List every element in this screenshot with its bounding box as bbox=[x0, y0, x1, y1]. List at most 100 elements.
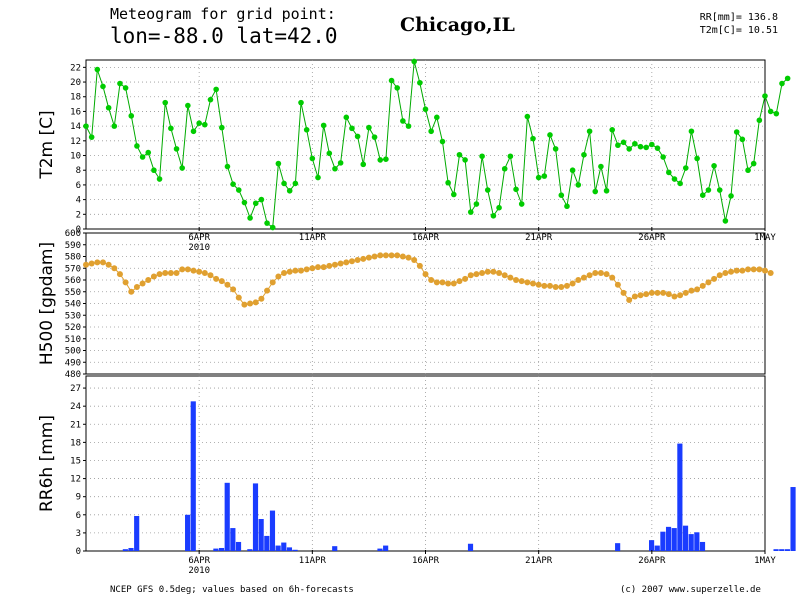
t2m-point bbox=[609, 127, 616, 133]
date-label-bottom-year: 2010 bbox=[188, 566, 210, 576]
h500-point bbox=[501, 272, 508, 279]
t2m-point bbox=[405, 123, 412, 129]
h500-point bbox=[620, 289, 627, 296]
t2m-point bbox=[467, 209, 474, 215]
h500-point bbox=[394, 252, 401, 259]
t2m-point bbox=[354, 133, 361, 140]
t2m-point bbox=[496, 204, 502, 211]
y-axis-title: RR6h [mm] bbox=[37, 415, 57, 512]
t2m-point bbox=[422, 106, 429, 113]
h500-point bbox=[750, 266, 757, 273]
h500-point bbox=[303, 266, 310, 273]
t2m-point bbox=[162, 99, 169, 106]
t2m-point bbox=[479, 153, 485, 160]
h500-point bbox=[83, 261, 89, 268]
rain-bar bbox=[682, 525, 689, 551]
h500-point bbox=[99, 259, 106, 266]
t2m-point bbox=[462, 157, 468, 163]
h500-point bbox=[575, 277, 582, 283]
t2m-point bbox=[343, 114, 350, 121]
t2m-point bbox=[83, 123, 89, 129]
h500-point bbox=[479, 269, 486, 276]
y-tick-label: 590 bbox=[65, 241, 81, 251]
h500-point bbox=[133, 284, 140, 291]
h500-point bbox=[275, 273, 282, 280]
y-tick-label: 480 bbox=[65, 370, 81, 380]
rain-bar bbox=[699, 541, 706, 551]
h500-point bbox=[462, 275, 469, 282]
rain-bar bbox=[128, 547, 134, 551]
t2m-point bbox=[207, 96, 214, 103]
h500-point bbox=[490, 268, 497, 275]
t2m-point bbox=[117, 80, 123, 87]
h500-point bbox=[241, 301, 248, 308]
h500-point bbox=[309, 265, 316, 272]
t2m-point bbox=[541, 173, 548, 179]
h500-point bbox=[382, 252, 389, 259]
t2m-point bbox=[445, 179, 451, 186]
h500-point bbox=[224, 281, 231, 288]
h500-point bbox=[592, 269, 599, 276]
h500-point bbox=[614, 281, 621, 288]
h500-point bbox=[535, 281, 542, 288]
y-tick-label: 0 bbox=[76, 225, 81, 235]
rain-bar bbox=[654, 545, 660, 551]
h500-point bbox=[682, 289, 689, 296]
h500-point bbox=[179, 266, 186, 273]
t2m-point bbox=[371, 134, 378, 140]
y-tick-label: 18 bbox=[70, 93, 81, 103]
t2m-point bbox=[286, 187, 293, 194]
t2m-point bbox=[688, 128, 695, 135]
h500-point bbox=[739, 267, 746, 274]
t2m-series-line bbox=[85, 61, 788, 229]
h500-point bbox=[286, 268, 293, 275]
t2m-point bbox=[733, 129, 740, 135]
t2m-point bbox=[298, 99, 304, 106]
h500-point bbox=[258, 295, 265, 302]
h500-point bbox=[88, 260, 95, 267]
t2m-point bbox=[434, 114, 440, 121]
t2m-point bbox=[151, 167, 157, 174]
t2m-point bbox=[535, 174, 542, 181]
t2m-point bbox=[111, 123, 118, 129]
t2m-point bbox=[530, 135, 536, 142]
h500-point bbox=[230, 286, 237, 293]
rain-bar bbox=[224, 482, 230, 551]
h500-point bbox=[609, 274, 616, 281]
h500-point bbox=[756, 266, 763, 273]
t2m-point bbox=[450, 191, 457, 198]
t2m-point bbox=[230, 181, 236, 187]
t2m-point bbox=[632, 140, 638, 147]
t2m-point bbox=[699, 192, 706, 198]
h500-point bbox=[213, 275, 220, 282]
temperature-mean-summary: T2m[C]= 10.51 bbox=[699, 25, 778, 36]
t2m-point bbox=[145, 149, 152, 156]
y-tick-label: 10 bbox=[70, 152, 81, 162]
h500-point bbox=[603, 271, 610, 278]
h500-point bbox=[111, 265, 118, 272]
rain-bar bbox=[649, 540, 655, 551]
h500-point bbox=[637, 292, 644, 299]
t2m-point bbox=[564, 203, 570, 210]
h500-point bbox=[105, 261, 112, 268]
t2m-point bbox=[332, 165, 338, 172]
t2m-point bbox=[292, 180, 299, 187]
h500-point bbox=[218, 278, 225, 285]
t2m-point bbox=[762, 93, 768, 99]
h500-point bbox=[671, 293, 678, 300]
t2m-point bbox=[100, 83, 106, 90]
t2m-point bbox=[400, 118, 406, 124]
t2m-point bbox=[682, 165, 689, 171]
h500-point bbox=[292, 267, 299, 274]
t2m-point bbox=[281, 180, 287, 187]
h500-point bbox=[162, 269, 169, 276]
rain-bar bbox=[790, 487, 796, 551]
h500-point bbox=[467, 272, 474, 279]
t2m-point bbox=[784, 75, 791, 82]
rain-bar bbox=[134, 516, 140, 551]
data-source-note: NCEP GFS 0.5deg; values based on 6h-fore… bbox=[110, 585, 354, 595]
t2m-point bbox=[383, 156, 389, 162]
t2m-point bbox=[315, 174, 321, 181]
t2m-point bbox=[671, 176, 678, 182]
t2m-point bbox=[456, 151, 463, 158]
